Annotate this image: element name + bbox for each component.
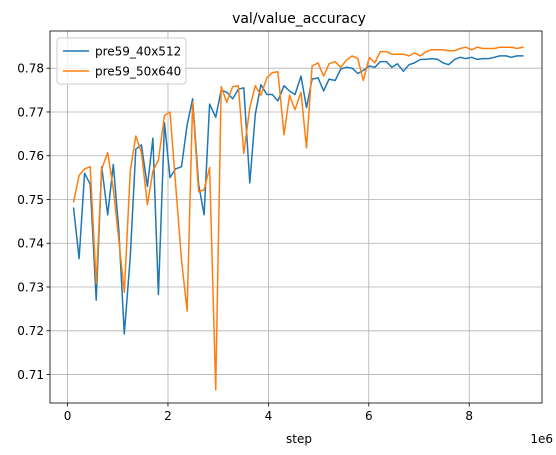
legend-box [56,37,187,85]
legend: pre59_40x512 pre59_50x640 [56,37,187,85]
x-tick-label: 2 [164,409,172,423]
series-line-pre59_40x512 [72,55,524,335]
y-tick-label: 0.71 [17,368,44,382]
legend-label: pre59_40x512 [95,44,181,58]
y-tick-label: 0.76 [17,149,44,163]
x-offset-text: 1e6 [530,432,553,446]
series-lines [72,46,524,391]
y-tick-label: 0.73 [17,280,44,294]
x-tick-label: 8 [465,409,473,423]
x-tick-label: 6 [365,409,373,423]
series-line-pre59_50x640 [72,46,524,391]
x-tick-label: 0 [64,409,72,423]
y-tick-label: 0.74 [17,237,44,251]
plot-frame [49,30,543,404]
legend-label: pre59_50x640 [95,64,181,78]
x-tick-label: 4 [265,409,273,423]
axis-ticks: 0 2 4 6 8 0.71 0.72 0.73 0.74 0.75 0.76 0.77 0.78 [17,62,473,424]
grid-lines [50,31,542,403]
x-axis-title: step [286,432,312,446]
y-tick-label: 0.75 [17,193,44,207]
chart-title: val/value_accuracy [232,11,366,27]
y-tick-label: 0.78 [17,62,44,76]
y-tick-label: 0.77 [17,105,44,119]
y-tick-label: 0.72 [17,324,44,338]
